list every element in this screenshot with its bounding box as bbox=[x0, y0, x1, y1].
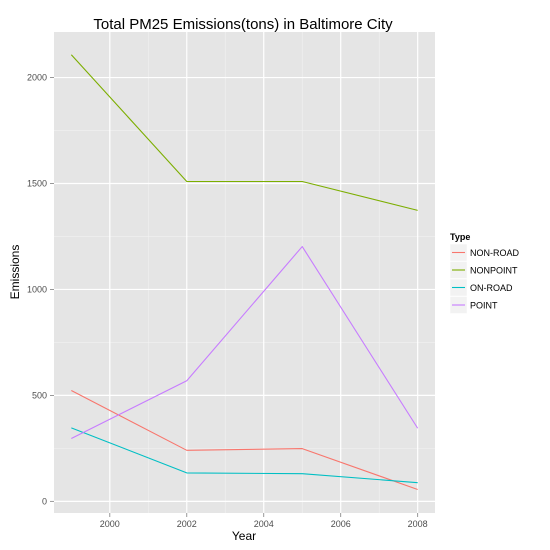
series-line-on-road bbox=[71, 427, 418, 484]
series-line-non-road bbox=[71, 390, 418, 491]
x-tick-label: 2006 bbox=[331, 519, 351, 529]
series-line-nonpoint bbox=[70, 54, 418, 211]
legend-title: Type bbox=[450, 232, 470, 242]
legend-label-non-road: NON-ROAD bbox=[470, 248, 519, 258]
x-tick-label: 2004 bbox=[254, 519, 274, 529]
y-tick-label: 1500 bbox=[27, 179, 47, 189]
legend-label-nonpoint: NONPOINT bbox=[470, 266, 518, 276]
y-tick-label: 1000 bbox=[27, 284, 47, 294]
plot-panel bbox=[54, 32, 435, 513]
legend-label-on-road: ON-ROAD bbox=[470, 283, 513, 293]
y-tick-label: 2000 bbox=[27, 73, 47, 83]
x-axis-title: Year bbox=[232, 529, 256, 543]
y-tick-label: 500 bbox=[32, 390, 47, 400]
y-tick-label: 0 bbox=[42, 496, 47, 506]
x-tick-label: 2000 bbox=[100, 519, 120, 529]
legend-label-point: POINT bbox=[470, 301, 498, 311]
legend: Type NON-ROAD NONPOINT ON-ROAD POINT bbox=[449, 232, 519, 314]
x-tick-label: 2008 bbox=[408, 519, 428, 529]
y-axis-title: Emissions bbox=[8, 245, 22, 300]
x-tick-label: 2002 bbox=[177, 519, 197, 529]
chart-title: Total PM25 Emissions(tons) in Baltimore … bbox=[93, 16, 393, 33]
series-line-point bbox=[71, 246, 419, 439]
